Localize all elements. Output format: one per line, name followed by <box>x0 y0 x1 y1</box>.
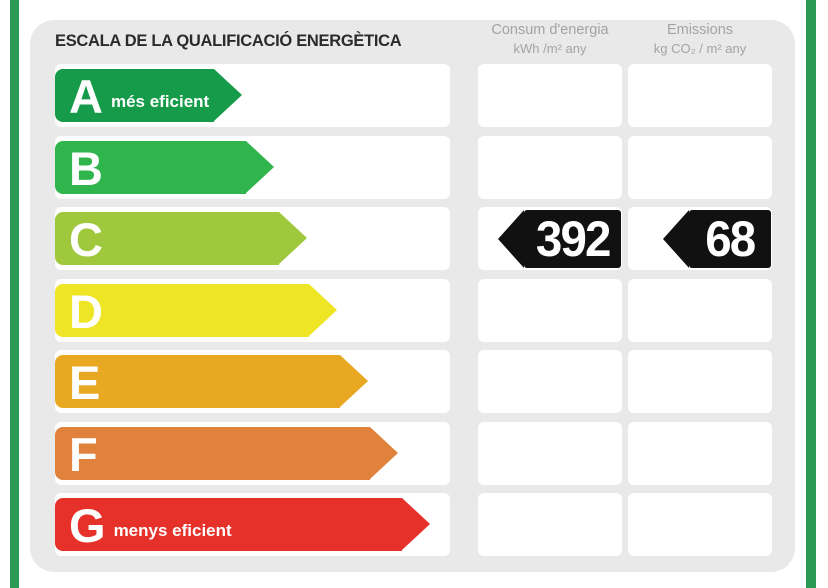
rating-arrow-tip-d <box>309 283 337 336</box>
marker-left-arrow-icon <box>497 209 524 268</box>
rating-letter-e: E <box>69 356 101 409</box>
rating-arrow-b: B <box>55 140 274 195</box>
emissions-column-unit: kg CO₂ / m² any <box>653 41 747 56</box>
emissions-cell-d <box>628 278 772 342</box>
emissions-cell-f <box>628 421 772 485</box>
rating-bar-track-e: E <box>55 350 450 413</box>
rating-bar-track-f: F <box>55 421 450 485</box>
rating-sublabel-g: menys eficient <box>113 521 232 540</box>
rating-letter-c: C <box>69 213 103 266</box>
emissions-column-header: Emissions kg CO₂ / m² any <box>628 20 772 58</box>
consum-cell-g <box>478 493 622 556</box>
rating-arrow-tip-g <box>402 498 430 550</box>
rating-bar-track-b: B <box>55 135 450 199</box>
consum-column-unit: kWh /m² any <box>513 41 587 56</box>
left-accent-bar <box>10 0 19 588</box>
consum-value-marker: 392 <box>497 209 621 268</box>
consum-column-header: Consum d'energia kWh /m² any <box>478 20 622 58</box>
rating-sublabel-a: més eficient <box>110 92 210 111</box>
rating-arrow-tip-f <box>370 426 398 479</box>
consum-cell-d <box>478 278 622 342</box>
emissions-cell-a <box>628 64 772 127</box>
marker-body: 68 <box>689 209 771 268</box>
page-title: ESCALA DE LA QUALIFICACIÓ ENERGÈTICA <box>55 32 402 50</box>
consum-cell-e <box>478 350 622 413</box>
consum-cell-a <box>478 64 622 127</box>
rating-arrow-f: F <box>55 426 398 481</box>
rating-bar-track-c: C <box>55 207 450 270</box>
emissions-cell-g <box>628 493 772 556</box>
rating-arrow-e: E <box>55 355 368 409</box>
marker-value: 68 <box>705 210 756 267</box>
consum-cell-c: 392 <box>478 207 622 270</box>
emissions-column-name: Emissions <box>666 22 734 38</box>
rating-letter-a: A <box>69 70 103 123</box>
rating-letter-b: B <box>69 141 103 195</box>
rating-bar-track-d: D <box>55 278 450 342</box>
rating-arrow-tip-e <box>340 355 368 407</box>
panel-header: ESCALA DE LA QUALIFICACIÓ ENERGÈTICA Con… <box>30 20 795 64</box>
rating-arrow-d: D <box>55 283 337 338</box>
rating-row-d: D <box>30 278 795 342</box>
rating-letter-g: G <box>69 499 106 552</box>
rating-row-f: F <box>30 421 795 485</box>
marker-left-arrow-icon <box>663 209 689 268</box>
rating-arrow-tip-c <box>279 212 307 264</box>
emissions-cell-b <box>628 135 772 199</box>
rating-letter-d: D <box>69 284 103 338</box>
right-accent-bar <box>806 0 816 588</box>
rating-arrow-tip-a <box>214 69 242 121</box>
rating-row-e: E <box>30 350 795 413</box>
emissions-cell-e <box>628 350 772 413</box>
marker-body: 392 <box>523 209 621 268</box>
rating-arrow-c: C <box>55 212 307 266</box>
consum-cell-f <box>478 421 622 485</box>
rating-row-c: C 392 68 <box>30 207 795 270</box>
emissions-value-marker: 68 <box>663 209 771 268</box>
rating-letter-f: F <box>69 427 98 481</box>
consum-cell-b <box>478 135 622 199</box>
rating-row-b: B <box>30 135 795 199</box>
rating-arrow-tip-b <box>246 140 274 193</box>
marker-value: 392 <box>535 210 610 267</box>
energy-scale-panel: ESCALA DE LA QUALIFICACIÓ ENERGÈTICA Con… <box>30 20 795 572</box>
emissions-cell-c: 68 <box>628 207 772 270</box>
consum-column-name: Consum d'energia <box>491 22 609 38</box>
